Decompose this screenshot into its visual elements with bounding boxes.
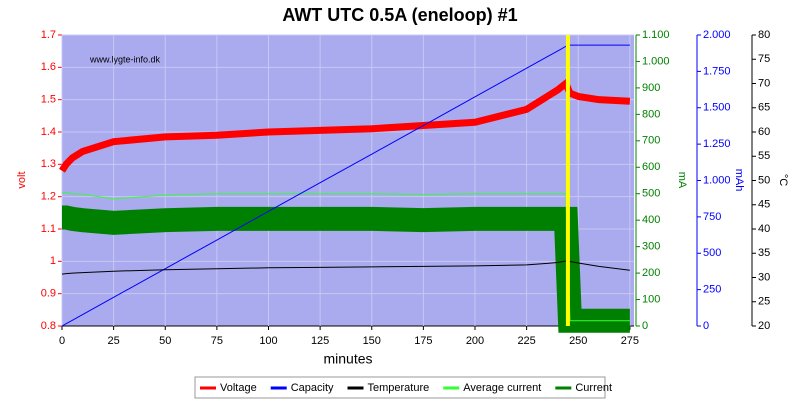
y4-tick-label: 25 bbox=[758, 296, 770, 308]
y4-axis-label: °C bbox=[777, 174, 789, 186]
legend-label: Temperature bbox=[368, 382, 430, 394]
y4-tick-label: 70 bbox=[758, 77, 770, 89]
x-tick-label: 25 bbox=[107, 335, 119, 347]
y-tick-label: 1.3 bbox=[41, 158, 56, 170]
y4-tick-label: 35 bbox=[758, 247, 770, 259]
legend-label: Current bbox=[575, 382, 612, 394]
x-tick-label: 175 bbox=[414, 335, 432, 347]
y2-tick-label: 0 bbox=[642, 320, 648, 332]
y-tick-label: 1.4 bbox=[41, 126, 56, 138]
y3-tick-label: 500 bbox=[703, 247, 721, 259]
x-axis-label: minutes bbox=[323, 351, 372, 367]
x-tick-label: 250 bbox=[569, 335, 587, 347]
y2-axis-label: mA bbox=[676, 172, 688, 189]
y3-tick-label: 1.000 bbox=[703, 174, 731, 186]
x-tick-label: 0 bbox=[59, 335, 65, 347]
y4-tick-label: 60 bbox=[758, 126, 770, 138]
y-tick-label: 1.1 bbox=[41, 223, 56, 235]
y4-tick-label: 80 bbox=[758, 29, 770, 41]
chart-title: AWT UTC 0.5A (eneloop) #1 bbox=[282, 5, 517, 25]
y3-tick-label: 1.250 bbox=[703, 138, 731, 150]
y4-tick-label: 55 bbox=[758, 150, 770, 162]
y-tick-label: 1.7 bbox=[41, 29, 56, 41]
y3-tick-label: 250 bbox=[703, 284, 721, 296]
y2-tick-label: 600 bbox=[642, 161, 660, 173]
y2-tick-label: 1.000 bbox=[642, 55, 670, 67]
y4-tick-label: 75 bbox=[758, 53, 770, 65]
y-tick-label: 1 bbox=[50, 255, 56, 267]
y4-tick-label: 30 bbox=[758, 271, 770, 283]
y-tick-label: 1.6 bbox=[41, 61, 56, 73]
y2-tick-label: 300 bbox=[642, 241, 660, 253]
x-tick-label: 225 bbox=[517, 335, 535, 347]
plot-area bbox=[62, 35, 634, 326]
x-tick-label: 75 bbox=[211, 335, 223, 347]
y-tick-label: 1.2 bbox=[41, 191, 56, 203]
y3-axis-label: mAh bbox=[733, 169, 745, 192]
y2-tick-label: 100 bbox=[642, 293, 660, 305]
legend-label: Capacity bbox=[291, 382, 334, 394]
y-tick-label: 0.9 bbox=[41, 288, 56, 300]
y4-tick-label: 65 bbox=[758, 102, 770, 114]
legend bbox=[194, 376, 606, 399]
y-tick-label: 0.8 bbox=[41, 320, 56, 332]
y-axis-label: volt bbox=[16, 171, 28, 188]
y2-tick-label: 500 bbox=[642, 188, 660, 200]
y-tick-label: 1.5 bbox=[41, 94, 56, 106]
y3-tick-label: 750 bbox=[703, 211, 721, 223]
watermark: www.lygte-info.dk bbox=[89, 54, 161, 64]
x-tick-label: 200 bbox=[466, 335, 484, 347]
x-tick-label: 275 bbox=[621, 335, 639, 347]
y4-tick-label: 50 bbox=[758, 174, 770, 186]
x-tick-label: 125 bbox=[311, 335, 329, 347]
y2-tick-label: 900 bbox=[642, 82, 660, 94]
y3-tick-label: 0 bbox=[703, 320, 709, 332]
y3-tick-label: 2.000 bbox=[703, 29, 731, 41]
legend-label: Average current bbox=[463, 382, 541, 394]
y4-tick-label: 45 bbox=[758, 199, 770, 211]
x-tick-label: 150 bbox=[363, 335, 381, 347]
y4-tick-label: 20 bbox=[758, 320, 770, 332]
legend-label: Voltage bbox=[220, 382, 257, 394]
y2-tick-label: 400 bbox=[642, 214, 660, 226]
y2-tick-label: 700 bbox=[642, 135, 660, 147]
y2-tick-label: 800 bbox=[642, 108, 660, 120]
x-tick-label: 100 bbox=[259, 335, 277, 347]
y2-tick-label: 200 bbox=[642, 267, 660, 279]
y2-tick-label: 1.100 bbox=[642, 29, 670, 41]
y3-tick-label: 1.750 bbox=[703, 65, 731, 77]
y3-tick-label: 1.500 bbox=[703, 102, 731, 114]
y4-tick-label: 40 bbox=[758, 223, 770, 235]
x-tick-label: 50 bbox=[159, 335, 171, 347]
